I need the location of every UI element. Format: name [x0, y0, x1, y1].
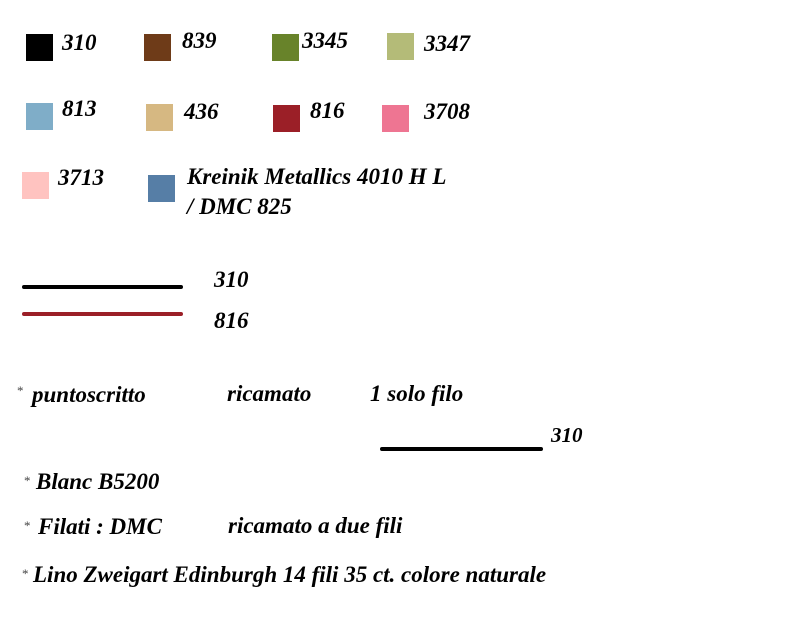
swatch-3345 [272, 34, 299, 61]
note-blanc: Blanc B5200 [36, 469, 160, 494]
backstitch-line-310 [22, 285, 183, 289]
backstitch-label-310: 310 [214, 267, 249, 292]
puntoscritto-line [380, 447, 543, 451]
note-fabric: Lino Zweigart Edinburgh 14 fili 35 ct. c… [33, 562, 547, 587]
swatch-436 [146, 104, 173, 131]
label-kreinik-line2: / DMC 825 [187, 194, 292, 219]
swatch-816 [273, 105, 300, 132]
backstitch-label-816: 816 [214, 308, 249, 333]
swatch-3713 [22, 172, 49, 199]
swatch-3347 [387, 33, 414, 60]
note-one-thread: 1 solo filo [370, 381, 464, 406]
asterisk: * [24, 473, 31, 488]
label-310: 310 [62, 30, 97, 55]
label-3713: 3713 [58, 165, 104, 190]
label-3345: 3345 [302, 28, 348, 53]
note-two-threads: ricamato a due fili [228, 513, 403, 538]
asterisk: * [22, 566, 29, 581]
swatch-kreinik [148, 175, 175, 202]
backstitch-line-816 [22, 312, 183, 316]
note-puntoscritto: puntoscritto [32, 382, 146, 407]
note-ricamato: ricamato [227, 381, 312, 406]
swatch-310 [26, 34, 53, 61]
label-436: 436 [184, 99, 219, 124]
swatch-813 [26, 103, 53, 130]
label-839: 839 [182, 28, 217, 53]
label-813: 813 [62, 96, 97, 121]
puntoscritto-code: 310 [551, 423, 583, 447]
label-kreinik: Kreinik Metallics 4010 H L [187, 164, 447, 189]
note-filati: Filati : DMC [38, 514, 162, 539]
label-816: 816 [310, 98, 345, 123]
asterisk: * [17, 383, 24, 398]
swatch-3708 [382, 105, 409, 132]
label-3347: 3347 [424, 31, 470, 56]
asterisk: * [24, 518, 31, 533]
swatch-839 [144, 34, 171, 61]
label-3708: 3708 [424, 99, 470, 124]
